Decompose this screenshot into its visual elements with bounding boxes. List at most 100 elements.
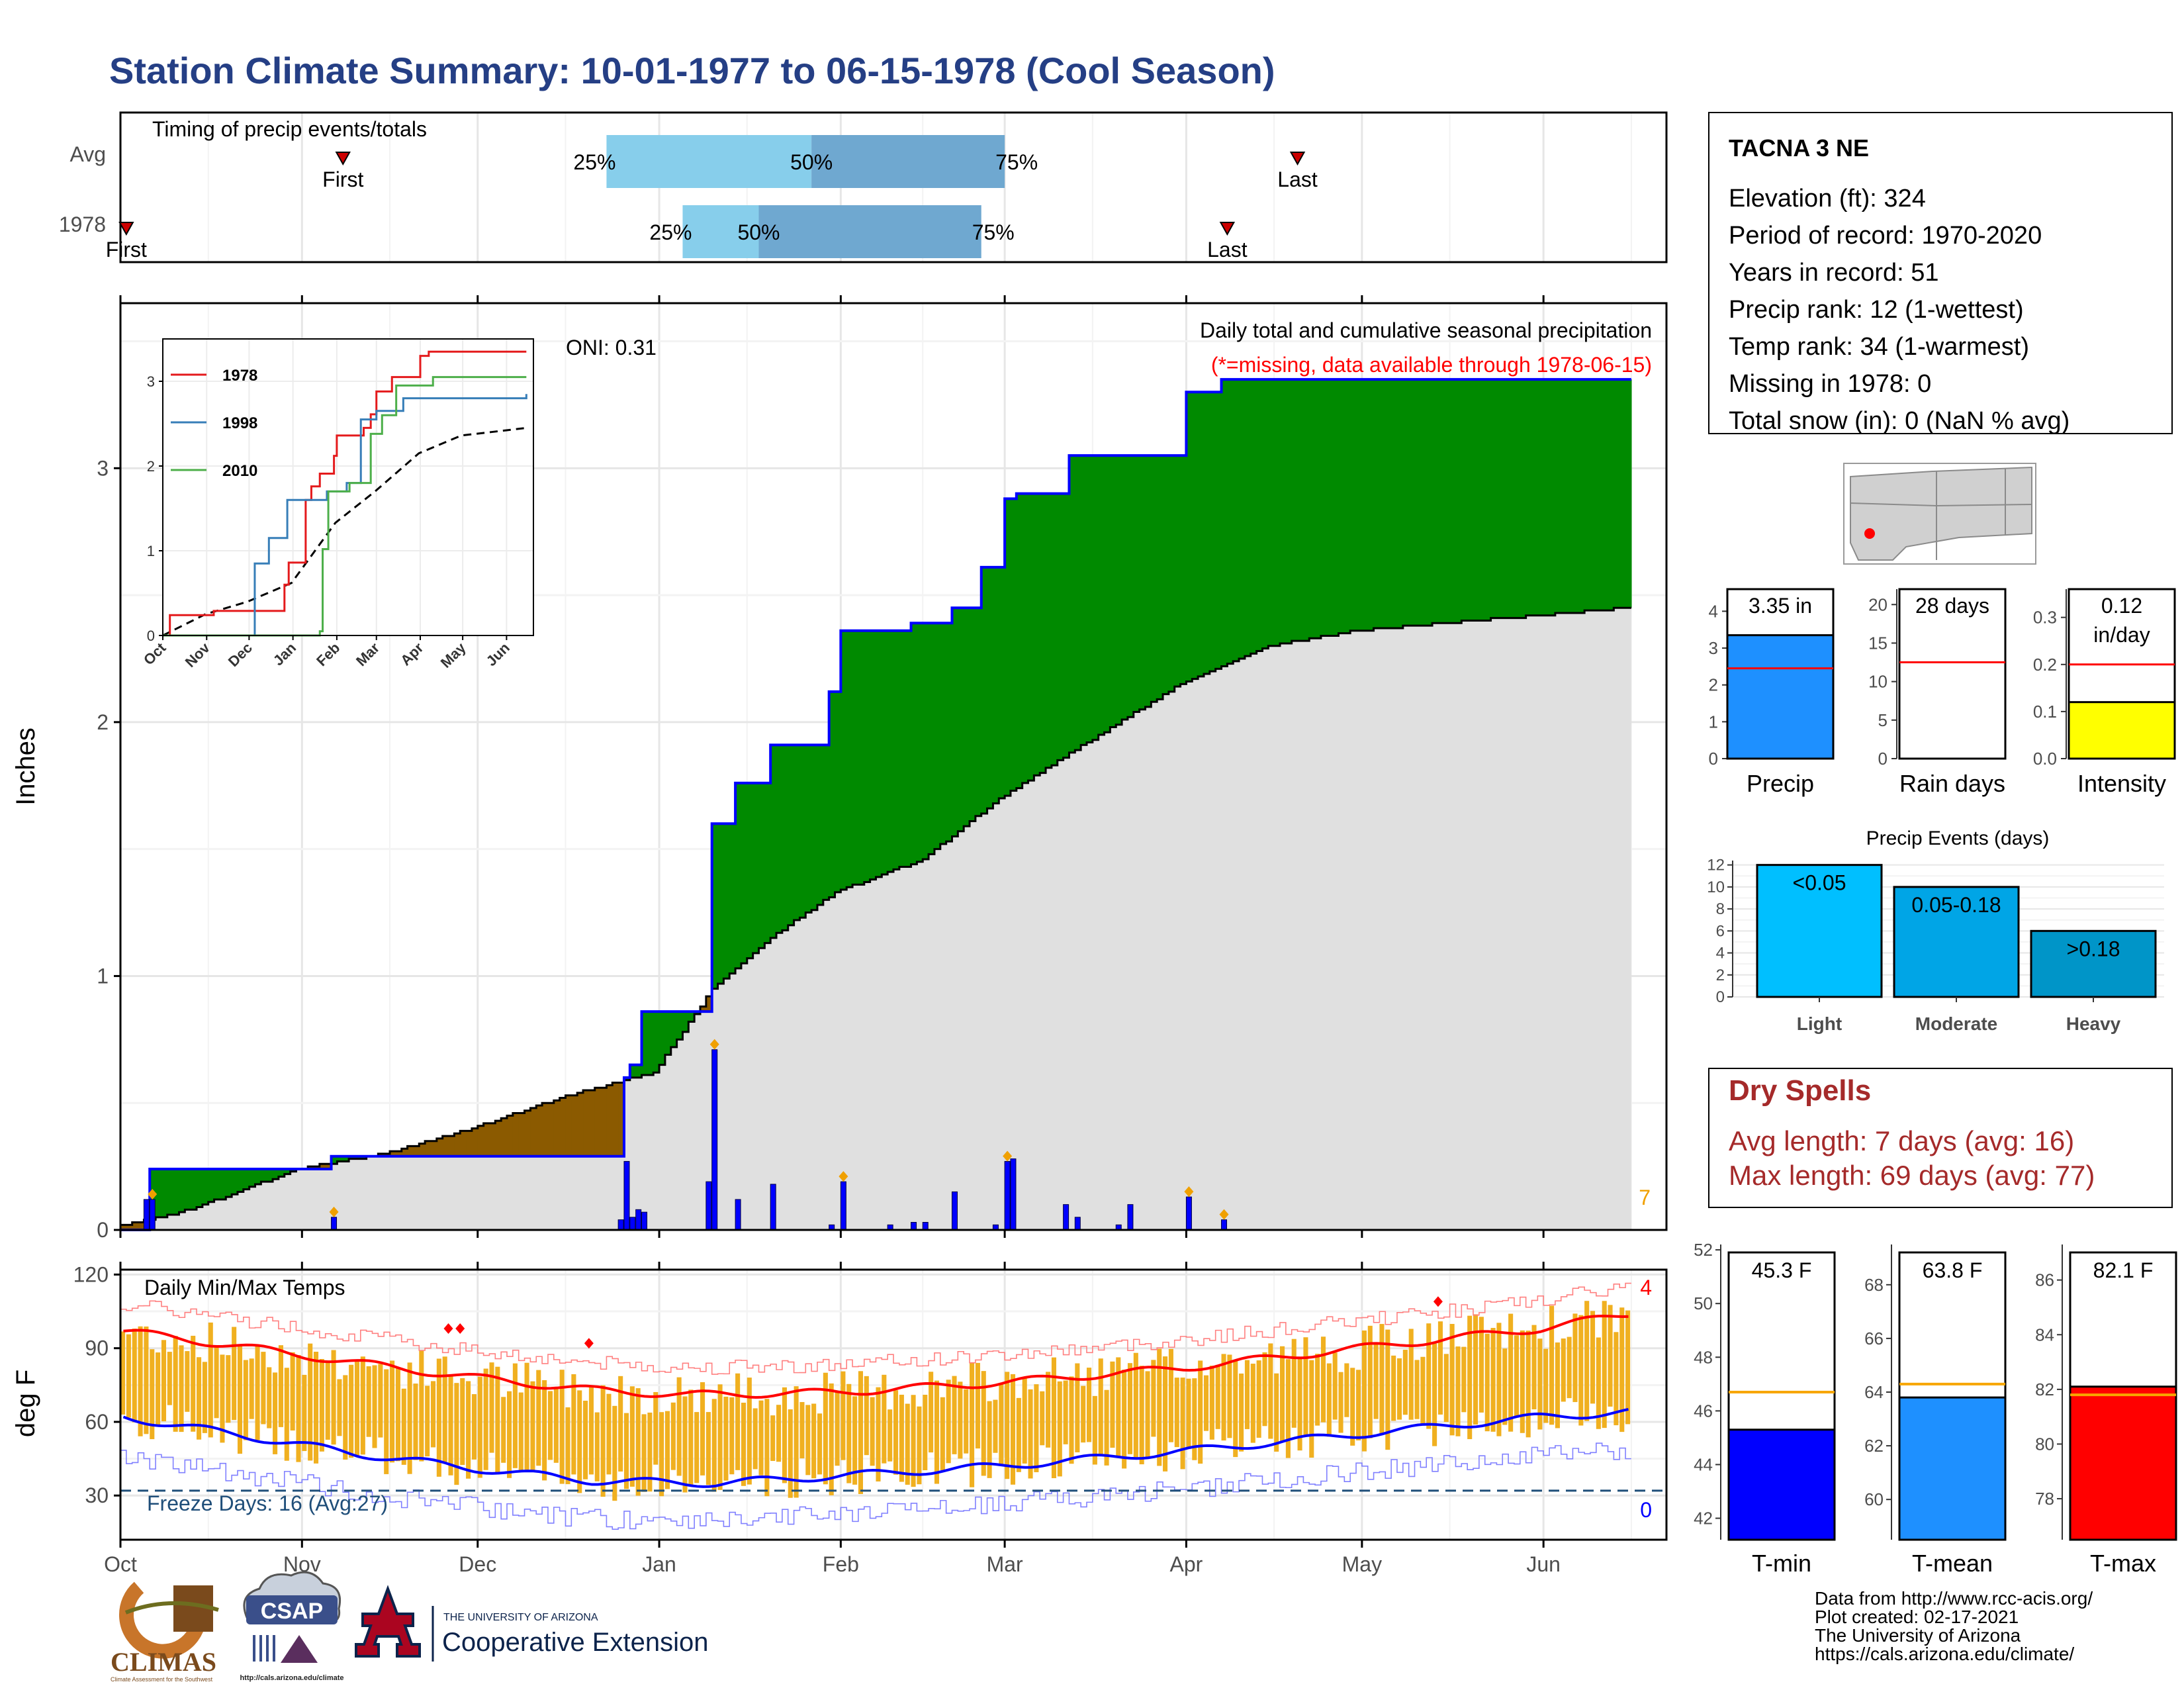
surplus-fill: [337, 1156, 343, 1162]
daily-temp-bar: [1537, 1338, 1543, 1430]
surplus-fill: [1619, 379, 1626, 608]
temp-summary-y-tick-label: 64: [1864, 1382, 1884, 1402]
daily-temp-bar: [1116, 1357, 1121, 1457]
surplus-fill: [1555, 379, 1562, 613]
deficit-fill: [430, 1141, 437, 1156]
daily-temp-bar: [1087, 1368, 1092, 1442]
temp-summary-bars: 42 44 46 48 50 52 45.3 F T-min 60 62 64 66 68 63.8 F T…: [1694, 1240, 2177, 1577]
deficit-fill: [606, 1085, 613, 1156]
surplus-fill: [1490, 379, 1497, 618]
surplus-fill: [723, 823, 730, 979]
summary-bar-Precip: [1726, 634, 1835, 760]
record-temp-marker: [1433, 1296, 1443, 1307]
daily-temp-bar: [1496, 1323, 1502, 1436]
surplus-fill: [970, 608, 976, 821]
station-line: Precip rank: 12 (1-wettest): [1729, 296, 2024, 324]
surplus-fill: [185, 1168, 191, 1210]
page-title: Station Climate Summary: 10-01-1977 to 0…: [109, 50, 1275, 91]
station-line: Elevation (ft): 324: [1729, 185, 1926, 212]
summary-y-tick-label: 5: [1878, 710, 1888, 730]
summary-y-tick-label: 20: [1868, 594, 1888, 614]
surplus-fill: [226, 1168, 232, 1197]
daily-temp-bar: [1514, 1335, 1520, 1418]
month-label: Dec: [459, 1552, 496, 1576]
surplus-fill: [741, 782, 748, 964]
events-y-tick-label: 8: [1716, 900, 1725, 918]
temp-summary-y-tick-label: 60: [1864, 1489, 1884, 1509]
daily-temp-bar: [501, 1397, 506, 1463]
surplus-fill: [934, 623, 941, 849]
climas-subtitle: Climate Assessment for the Southwest: [111, 1676, 213, 1683]
daily-temp-bar: [290, 1352, 295, 1431]
temp-summary-category-label: T-max: [2090, 1550, 2156, 1577]
daily-temp-bar: [161, 1340, 167, 1422]
temp-summary-y-tick-label: 48: [1694, 1347, 1713, 1367]
surplus-fill: [952, 608, 958, 837]
surplus-fill: [747, 782, 754, 959]
ua-logo: THE UNIVERSITY OF ARIZONA Cooperative Ex…: [355, 1585, 708, 1662]
daily-temp-bar: [1303, 1337, 1308, 1435]
surplus-fill: [1549, 379, 1556, 616]
daily-temp-bar: [390, 1360, 395, 1463]
surplus-fill: [946, 623, 953, 842]
surplus-fill: [1578, 379, 1585, 613]
deficit-fill: [501, 1118, 508, 1156]
event-diamond-marker: [1003, 1150, 1013, 1162]
deficit-fill: [460, 1131, 467, 1156]
daily-temp-bar: [606, 1393, 612, 1475]
daily-temp-bar: [1602, 1301, 1607, 1429]
deficit-fill: [518, 1113, 525, 1156]
daily-temp-bar: [471, 1394, 477, 1460]
daily-precip-bar: [1221, 1219, 1228, 1231]
surplus-fill: [899, 630, 906, 867]
daily-temp-bar: [1110, 1361, 1115, 1448]
daily-temp-bar: [1549, 1305, 1555, 1425]
daily-temp-bar: [1455, 1346, 1461, 1436]
surplus-fill: [278, 1168, 285, 1177]
daily-temp-bar: [1525, 1331, 1531, 1438]
climas-logo: CLIMAS Climate Assessment for the Southw…: [111, 1581, 219, 1683]
surplus-fill: [1531, 379, 1538, 616]
deficit-fill: [442, 1136, 449, 1156]
y-tick-label: 30: [85, 1483, 109, 1507]
summary-y-tick-label: 2: [1709, 675, 1718, 695]
surplus-fill: [770, 745, 777, 938]
surplus-fill: [752, 782, 760, 953]
average-min-line: [122, 1408, 1629, 1488]
daily-temp-bar: [940, 1397, 945, 1471]
daily-temp-bar: [267, 1367, 272, 1429]
daily-temp-bar: [1285, 1359, 1291, 1458]
dry-spells-box: Dry Spells Avg length: 7 days (avg: 16) …: [1708, 1068, 2173, 1208]
credit-line: Plot created: 02-17-2021: [1815, 1607, 2019, 1627]
daily-temp-bar: [588, 1385, 594, 1475]
daily-temp-bar: [741, 1402, 747, 1486]
daily-temp-bar: [723, 1396, 729, 1481]
surplus-fill: [1496, 379, 1503, 618]
daily-temp-bar: [319, 1358, 324, 1452]
surplus-fill: [1596, 379, 1603, 611]
daily-temp-bar: [507, 1391, 512, 1478]
surplus-fill: [835, 691, 841, 892]
daily-precip-bar: [1074, 1217, 1081, 1231]
surplus-fill: [659, 1011, 666, 1065]
summary-y-tick-label: 0: [1709, 749, 1718, 769]
daily-temp-bar: [964, 1389, 969, 1454]
surplus-fill: [981, 567, 988, 814]
temp-summary-value-label: 63.8 F: [1923, 1258, 1983, 1282]
surplus-fill: [1133, 455, 1140, 712]
observed-cumulative-line: [120, 378, 1631, 1231]
deficit-fill: [395, 1151, 402, 1156]
daily-temp-bar: [1373, 1344, 1379, 1419]
events-category-label: Light: [1797, 1013, 1842, 1034]
daily-temp-bar: [1250, 1364, 1255, 1443]
last-event-label: Last: [1207, 238, 1248, 261]
last-event-label: Last: [1277, 167, 1318, 191]
temp-summary-bar-T-max: [2069, 1385, 2177, 1541]
surplus-fill: [764, 782, 771, 943]
surplus-fill: [1420, 379, 1427, 626]
daily-temp-bar: [1262, 1352, 1267, 1427]
daily-temp-bar: [970, 1363, 975, 1487]
surplus-fill: [711, 823, 719, 989]
surplus-fill: [987, 567, 994, 809]
